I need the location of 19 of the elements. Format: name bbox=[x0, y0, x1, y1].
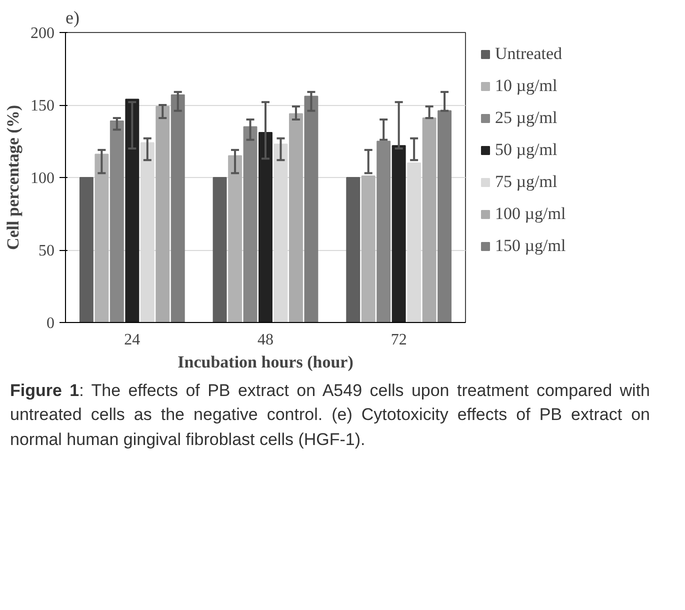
legend-label: 50 µg/ml bbox=[495, 140, 558, 160]
legend-label: 75 µg/ml bbox=[495, 172, 558, 192]
x-tick-label: 24 bbox=[124, 332, 140, 348]
y-tick-label: 100 bbox=[30, 170, 54, 187]
chart-title: e) bbox=[66, 8, 80, 28]
legend-label: Untreated bbox=[495, 44, 562, 64]
x-axis-title: Incubation hours (hour) bbox=[178, 352, 354, 372]
y-tick-label: 150 bbox=[30, 98, 54, 114]
caption: Figure 1: The effects of PB extract on A549 cells upon treatment compared with untreated cells as the negative control. (e) Cytotoxicity effects of PB extract on normal human gingival fibroblast cells (HGF-1). bbox=[10, 380, 650, 451]
y-tick-label: 0 bbox=[46, 315, 54, 332]
legend-label: 150 µg/ml bbox=[495, 236, 566, 256]
x-tick-label: 72 bbox=[390, 332, 407, 348]
x-tick-label: 48 bbox=[258, 332, 274, 348]
legend-label: 100 µg/ml bbox=[495, 204, 566, 224]
legend-label: 10 µg/ml bbox=[495, 76, 558, 96]
legend-label: 25 µg/ml bbox=[495, 108, 558, 128]
y-axis-title: Cell percentage (%) bbox=[4, 104, 22, 250]
y-tick-label: 50 bbox=[38, 242, 54, 260]
y-tick-label: 200 bbox=[30, 25, 54, 42]
